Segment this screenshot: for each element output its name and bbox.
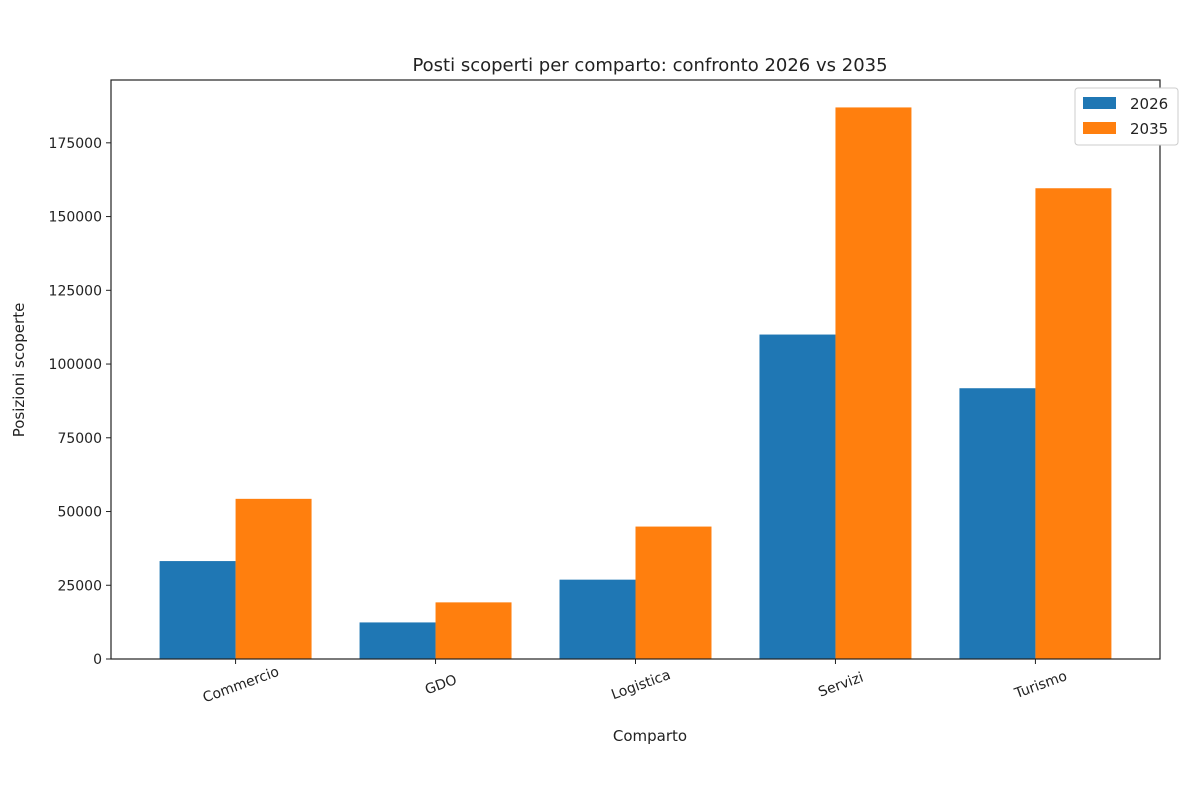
y-tick-label: 75000 [57,431,102,447]
legend-label-2026: 2026 [1130,95,1168,113]
bar-2026-gdo [359,622,436,659]
x-tick-label: Logistica [609,667,673,703]
y-tick-label: 100000 [49,357,102,373]
y-tick-label: 175000 [49,136,102,152]
x-tick-label: GDO [423,672,459,698]
legend: 2026 2035 [1074,87,1179,146]
bar-2035-gdo [435,602,512,659]
y-tick-label: 125000 [49,283,102,299]
x-tick-label: Servizi [816,670,865,701]
bar-2026-turismo [959,388,1036,659]
y-axis-label: Posizioni scoperte [10,303,28,438]
y-tick-label: 25000 [57,578,102,594]
bar-2026-logistica [559,579,636,659]
bar-2035-commercio [235,498,312,659]
bar-2035-servizi [835,107,912,659]
bar-2035-turismo [1035,188,1112,659]
x-tick-label: Commercio [201,664,282,706]
x-tick-label: Turismo [1012,668,1070,702]
x-axis-label: Comparto [613,727,687,745]
y-tick-label: 150000 [49,210,102,226]
bar-2026-servizi [759,334,836,659]
legend-swatch-2026 [1083,97,1116,109]
y-tick-label: 50000 [57,505,102,521]
bar-2035-logistica [635,526,712,659]
bar-2026-commercio [159,561,236,659]
legend-label-2035: 2035 [1130,120,1168,138]
y-tick-label: 0 [93,652,102,668]
chart-title: Posti scoperti per comparto: confronto 2… [412,55,887,76]
legend-swatch-2035 [1083,122,1116,134]
